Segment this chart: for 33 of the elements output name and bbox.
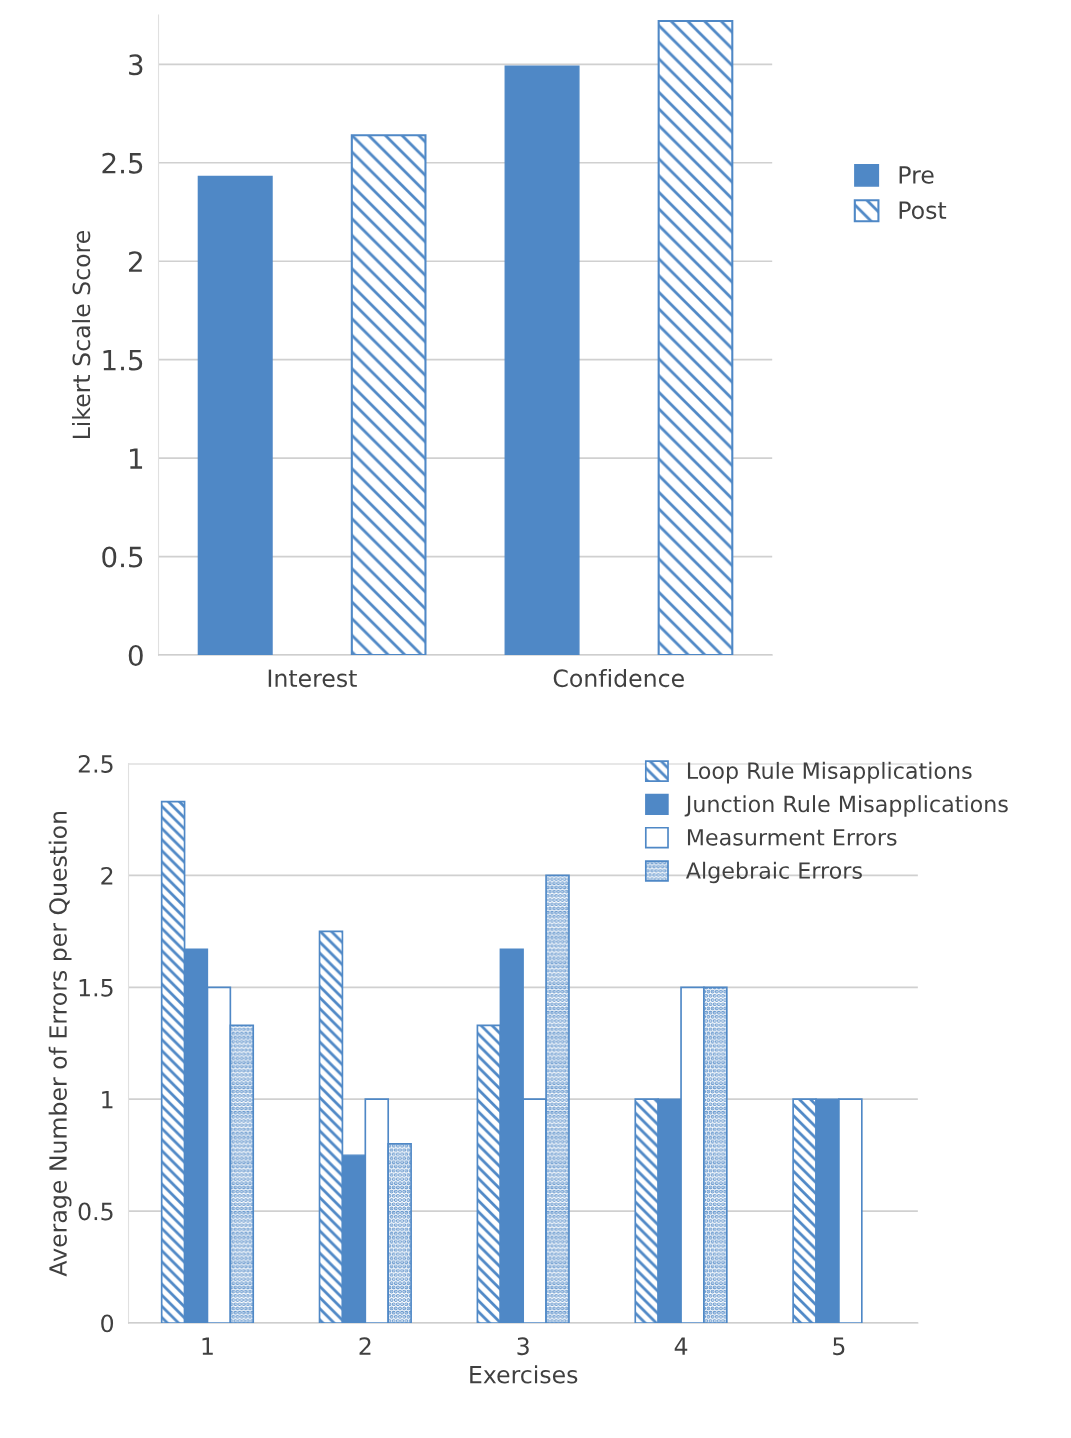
bar — [197, 175, 273, 656]
bar — [504, 65, 580, 656]
x-tick-label: 4 — [674, 1337, 688, 1355]
y-tick-label: 3 — [129, 54, 143, 76]
x-axis-title: Exercises — [470, 1365, 578, 1384]
y-tick-label: 1 — [102, 1090, 113, 1109]
y-axis-title: Likert Scale Score — [72, 230, 91, 439]
x-tick-label: Interest — [268, 669, 357, 688]
y-tick-label: 2.5 — [102, 152, 143, 174]
y-tick-label: 2.5 — [78, 755, 113, 773]
y-axis-title: Average Number of Errors per Question — [48, 811, 72, 1277]
bar — [350, 134, 427, 656]
y-tick-label: 1 — [130, 448, 143, 469]
y-tick-label: 0 — [128, 644, 143, 666]
x-tick-label: Confidence — [553, 668, 684, 688]
bar — [657, 19, 734, 656]
x-tick-label: 3 — [517, 1337, 529, 1356]
legend-label: Measurment Errors — [687, 829, 897, 846]
legend-label: Junction Rule Misapplications — [684, 795, 1008, 817]
legend-label: Pre — [899, 166, 934, 184]
legend-label: Algebraic Errors — [685, 861, 862, 884]
legend-label: Post — [899, 201, 947, 220]
y-tick-label: 0 — [101, 1314, 114, 1333]
y-tick-label: 0.5 — [78, 1202, 113, 1221]
x-tick-label: 2 — [359, 1337, 371, 1355]
y-tick-label: 1.5 — [103, 349, 143, 371]
y-tick-label: 0.5 — [102, 546, 143, 568]
y-tick-label: 2 — [128, 251, 142, 272]
x-tick-label: 1 — [202, 1337, 213, 1355]
x-tick-label: 5 — [833, 1337, 845, 1356]
legend-label: Loop Rule Misapplications — [687, 761, 972, 784]
y-tick-label: 2 — [101, 866, 113, 885]
y-tick-label: 1.5 — [79, 979, 113, 997]
